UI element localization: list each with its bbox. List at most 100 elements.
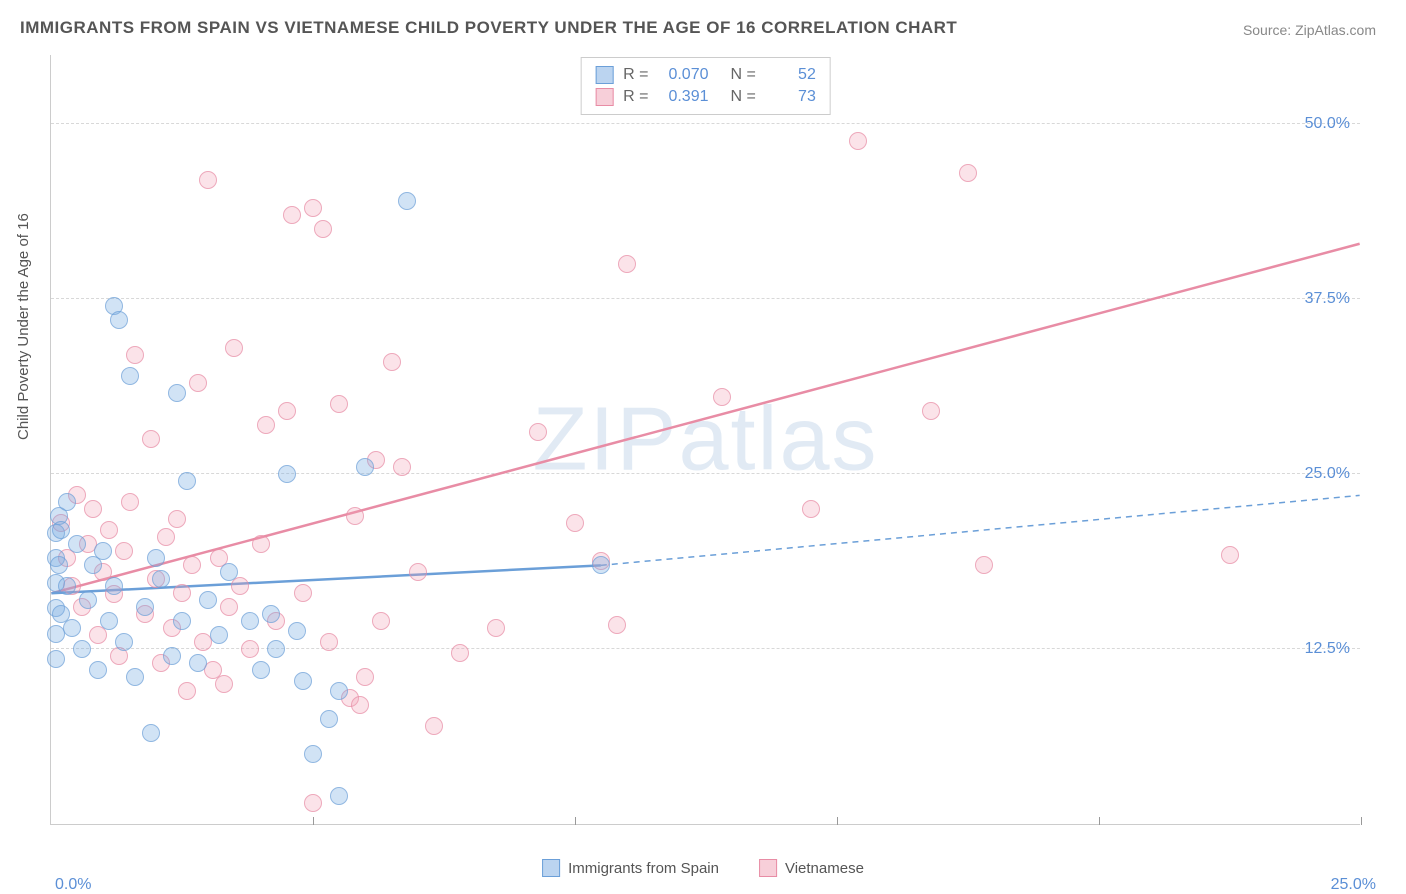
data-point-pink [314,220,332,238]
data-point-pink [566,514,584,532]
data-point-pink [975,556,993,574]
trend-line [51,565,600,593]
x-tick [575,817,576,825]
y-tick-label: 12.5% [1305,640,1350,658]
data-point-blue [288,622,306,640]
data-point-pink [278,402,296,420]
R-label: R = [623,66,648,84]
watermark: ZIPatlas [532,388,878,491]
data-point-pink [304,199,322,217]
data-point-blue [142,724,160,742]
data-point-blue [152,570,170,588]
data-point-blue [147,549,165,567]
data-point-pink [283,206,301,224]
data-point-blue [58,493,76,511]
N-label: N = [731,88,756,106]
data-point-pink [409,563,427,581]
data-point-pink [241,640,259,658]
y-axis-label: Child Poverty Under the Age of 16 [15,213,32,440]
N-value-pink: 73 [766,88,816,106]
data-point-blue [294,672,312,690]
data-point-blue [320,710,338,728]
data-point-pink [252,535,270,553]
x-tick-label-0: 0.0% [55,876,91,894]
data-point-pink [257,416,275,434]
data-point-blue [89,661,107,679]
data-point-pink [320,633,338,651]
data-point-blue [173,612,191,630]
data-point-blue [398,192,416,210]
stats-row-pink: R = 0.391 N = 73 [595,86,816,108]
data-point-blue [278,465,296,483]
data-point-blue [63,619,81,637]
N-value-blue: 52 [766,66,816,84]
data-point-blue [100,612,118,630]
bottom-legend: Immigrants from Spain Vietnamese [542,859,864,877]
data-point-pink [1221,546,1239,564]
data-point-blue [94,542,112,560]
data-point-blue [52,521,70,539]
stats-row-blue: R = 0.070 N = 52 [595,64,816,86]
data-point-blue [126,668,144,686]
data-point-pink [121,493,139,511]
trend-line [601,495,1360,565]
data-point-blue [592,556,610,574]
data-point-blue [121,367,139,385]
data-point-pink [168,510,186,528]
data-point-pink [608,616,626,634]
data-point-pink [183,556,201,574]
data-point-pink [356,668,374,686]
data-point-pink [351,696,369,714]
data-point-blue [304,745,322,763]
data-point-pink [425,717,443,735]
data-point-pink [393,458,411,476]
R-label: R = [623,88,648,106]
data-point-pink [115,542,133,560]
data-point-blue [68,535,86,553]
R-value-blue: 0.070 [659,66,709,84]
data-point-pink [84,500,102,518]
data-point-pink [294,584,312,602]
data-point-blue [210,626,228,644]
data-point-blue [47,650,65,668]
x-tick [313,817,314,825]
data-point-pink [713,388,731,406]
data-point-blue [73,640,91,658]
data-point-pink [225,339,243,357]
data-point-pink [849,132,867,150]
legend-label-blue: Immigrants from Spain [568,860,719,877]
data-point-blue [262,605,280,623]
data-point-blue [220,563,238,581]
data-point-pink [959,164,977,182]
data-point-blue [189,654,207,672]
data-point-pink [383,353,401,371]
y-tick-label: 37.5% [1305,290,1350,308]
gridline-h [51,473,1360,474]
data-point-blue [136,598,154,616]
data-point-pink [451,644,469,662]
legend-item-pink: Vietnamese [759,859,864,877]
chart-title: IMMIGRANTS FROM SPAIN VS VIETNAMESE CHIL… [20,18,957,38]
legend-label-pink: Vietnamese [785,860,864,877]
data-point-blue [330,787,348,805]
data-point-blue [252,661,270,679]
data-point-blue [356,458,374,476]
trend-line [51,244,1359,594]
trend-lines-svg [51,55,1360,824]
stats-legend-box: R = 0.070 N = 52 R = 0.391 N = 73 [580,57,831,115]
data-point-pink [529,423,547,441]
R-value-pink: 0.391 [659,88,709,106]
data-point-blue [50,556,68,574]
y-tick-label: 25.0% [1305,465,1350,483]
data-point-pink [173,584,191,602]
swatch-blue [595,66,613,84]
swatch-pink [595,88,613,106]
data-point-pink [142,430,160,448]
data-point-pink [346,507,364,525]
y-tick-label: 50.0% [1305,115,1350,133]
data-point-blue [163,647,181,665]
N-label: N = [731,66,756,84]
data-point-blue [110,311,128,329]
data-point-pink [922,402,940,420]
data-point-pink [100,521,118,539]
